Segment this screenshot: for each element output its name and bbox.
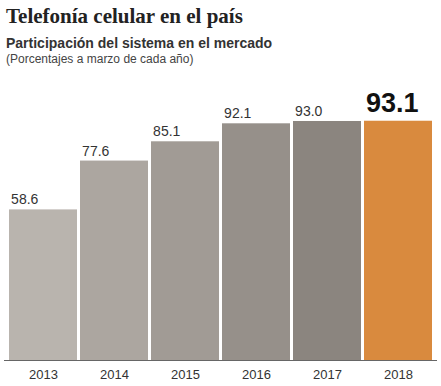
svg-text:85.1: 85.1 xyxy=(153,123,180,139)
svg-text:2014: 2014 xyxy=(100,367,129,382)
svg-text:92.1: 92.1 xyxy=(224,105,251,121)
svg-text:58.6: 58.6 xyxy=(11,191,38,207)
svg-text:77.6: 77.6 xyxy=(82,143,109,159)
html-text:(Porcentajes a marzo de cada a: (Porcentajes a marzo de cada año) xyxy=(6,52,194,66)
svg-text:2016: 2016 xyxy=(242,367,271,382)
svg-text:93.0: 93.0 xyxy=(295,103,322,119)
svg-text:2015: 2015 xyxy=(171,367,200,382)
svg-text:2018: 2018 xyxy=(384,367,413,382)
html-text:Participación del sistema en e: Participación del sistema en el mercado xyxy=(6,35,273,51)
svg-text:2017: 2017 xyxy=(313,367,342,382)
html-text:Telefonía celular en el país: Telefonía celular en el país xyxy=(6,4,243,28)
svg-text:2013: 2013 xyxy=(29,367,58,382)
svg-text:93.1: 93.1 xyxy=(366,88,419,118)
